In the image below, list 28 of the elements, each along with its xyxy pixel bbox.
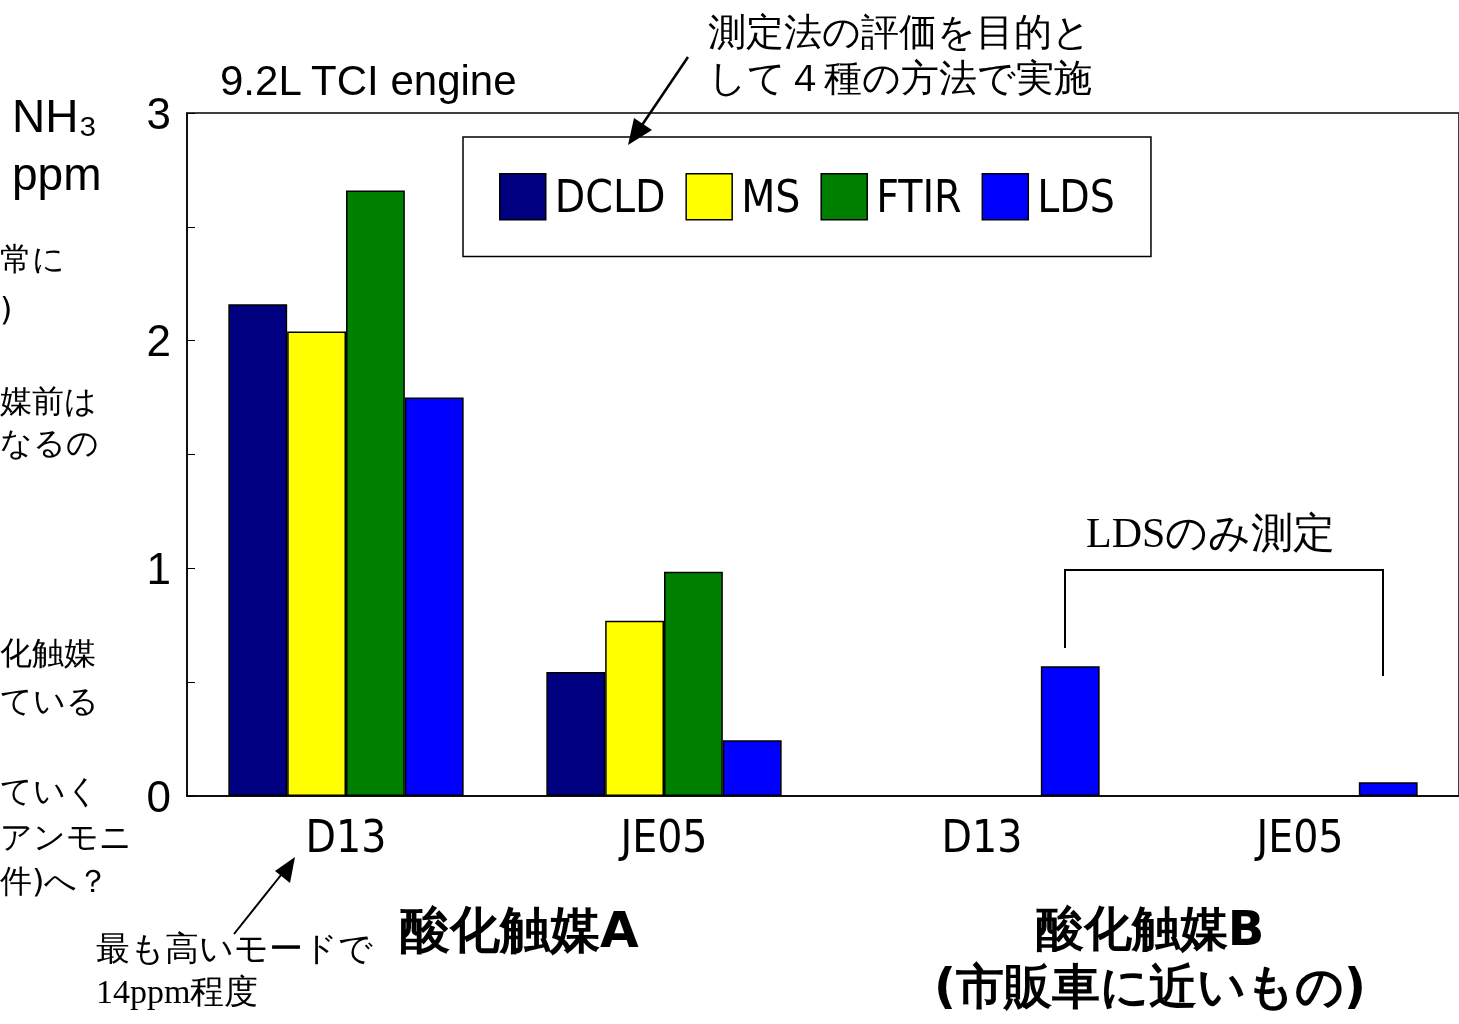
text: ている (0, 682, 99, 721)
text: なるの (0, 424, 99, 463)
text: 最も高いモードで14ppm程度 (96, 929, 374, 1012)
legend-label: DCLD (554, 171, 666, 223)
text: 測定法の評価を目的として４種の方法で実施 (708, 10, 1093, 102)
x-tick-label: JE05 (1253, 810, 1344, 862)
y-axis-title: NH₃ ppm (12, 89, 102, 202)
x-tick-label: D13 (941, 810, 1023, 862)
x-tick-label: D13 (305, 810, 387, 862)
legend-label: MS (741, 171, 801, 223)
text: 酸化触媒B (市販車に近いもの) (933, 900, 1367, 1016)
text: 常に (0, 240, 65, 279)
text: アンモニ (0, 818, 132, 857)
text: ていく (0, 772, 99, 811)
text: ) (0, 290, 13, 329)
chart-title: 9.2L TCI engine (220, 56, 517, 106)
y-tick-label: 2 (146, 316, 171, 366)
legend-label: FTIR (876, 171, 962, 223)
text: 酸化触媒A (400, 900, 639, 960)
y-tick-label: 1 (146, 543, 171, 593)
annotation: LDSのみ測定 (1086, 509, 1336, 558)
text: 化触媒 (0, 634, 96, 673)
legend-label: LDS (1037, 171, 1115, 223)
x-tick-label: JE05 (617, 810, 708, 862)
text: 件)へ？ (0, 862, 110, 901)
text: 媒前は (0, 382, 97, 421)
y-tick-label: 3 (146, 88, 171, 138)
y-tick-label: 0 (146, 771, 171, 821)
